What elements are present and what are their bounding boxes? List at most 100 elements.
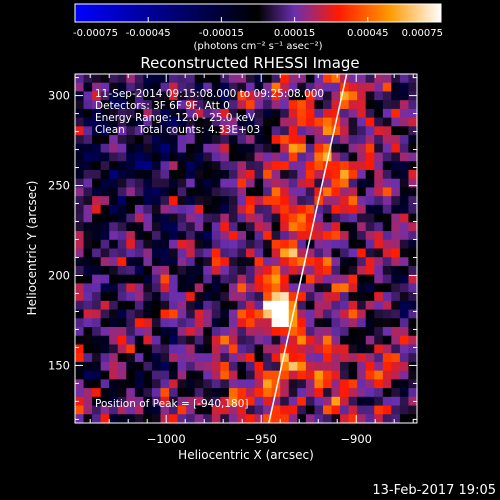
heatmap-cell <box>126 126 136 136</box>
heatmap-cell <box>280 143 290 154</box>
heatmap-cell <box>246 309 256 319</box>
heatmap-cell <box>254 91 264 101</box>
heatmap-cell <box>211 274 221 284</box>
heatmap-cell <box>143 196 153 206</box>
info-counts: Clean Total counts: 4.33E+03 <box>95 124 260 136</box>
heatmap-cell <box>100 222 110 232</box>
heatmap-cell <box>109 239 119 250</box>
heatmap-cell <box>134 327 144 337</box>
heatmap-cell <box>254 143 264 154</box>
heatmap-cell <box>305 292 315 302</box>
heatmap-cell <box>100 309 110 319</box>
heatmap-cell <box>365 231 375 241</box>
heatmap-cell <box>374 126 384 136</box>
heatmap-cell <box>109 344 119 354</box>
heatmap-cell <box>246 414 256 423</box>
heatmap-cell <box>126 239 136 250</box>
heatmap-cell <box>408 213 417 223</box>
heatmap-cell <box>151 327 162 337</box>
heatmap-cell <box>399 178 410 189</box>
heatmap-cell <box>160 196 170 206</box>
heatmap-cell <box>399 292 410 302</box>
heatmap-cell <box>408 283 417 293</box>
heatmap-cell <box>314 161 324 171</box>
heatmap-cell <box>322 300 333 311</box>
heatmap-cell <box>305 204 315 215</box>
heatmap-cell <box>280 91 290 101</box>
heatmap-cell <box>203 274 213 284</box>
heatmap-cell <box>374 405 384 415</box>
heatmap-cell <box>271 318 281 328</box>
heatmap-cell <box>399 169 410 180</box>
heatmap-cell <box>322 292 333 302</box>
heatmap-cell <box>75 405 85 415</box>
heatmap-cell <box>271 265 281 276</box>
heatmap-cell <box>151 187 162 197</box>
heatmap-cell <box>263 265 273 276</box>
heatmap-cell <box>374 248 384 258</box>
y-tick-label: 300 <box>48 89 70 103</box>
heatmap-cell <box>203 222 213 232</box>
heatmap-cell <box>348 74 358 84</box>
heatmap-cell <box>83 327 93 337</box>
heatmap-cell <box>340 143 350 154</box>
heatmap-cell <box>271 74 281 84</box>
heatmap-cell <box>92 161 102 171</box>
heatmap-cell <box>374 108 384 119</box>
heatmap-cell <box>160 248 170 258</box>
heatmap-cell <box>322 274 333 284</box>
heatmap-cell <box>391 91 401 101</box>
heatmap-cell <box>246 370 256 380</box>
heatmap-cell <box>211 135 221 145</box>
heatmap-cell <box>228 414 239 423</box>
heatmap-cell <box>160 388 170 398</box>
heatmap-cell <box>297 196 307 206</box>
heatmap-cell <box>186 100 196 110</box>
heatmap-cell <box>100 161 110 171</box>
heatmap-cell <box>331 274 341 284</box>
heatmap-cell <box>271 161 281 171</box>
heatmap-cell <box>160 318 170 328</box>
heatmap-cell <box>186 327 196 337</box>
heatmap-cell <box>237 213 247 223</box>
heatmap-cell <box>365 405 375 415</box>
heatmap-cell <box>100 196 110 206</box>
heatmap-cell <box>331 213 341 223</box>
heatmap-cell <box>280 152 290 162</box>
heatmap-cell <box>280 100 290 110</box>
heatmap-cell <box>228 161 239 171</box>
heatmap-cell <box>314 169 324 180</box>
heatmap-cell <box>117 274 127 284</box>
heatmap-cell <box>151 257 162 267</box>
heatmap-cell <box>246 213 256 223</box>
heatmap-cell <box>92 283 102 293</box>
heatmap-cell <box>365 353 375 363</box>
heatmap-cell <box>186 379 196 389</box>
heatmap-cell <box>305 361 315 372</box>
heatmap-cell <box>92 300 102 311</box>
heatmap-cell <box>314 248 324 258</box>
colorbar-tick-label: -0.00045 <box>126 28 171 39</box>
heatmap-cell <box>143 344 153 354</box>
heatmap-cell <box>169 370 179 380</box>
heatmap-cell <box>348 353 358 363</box>
heatmap-cell <box>391 135 401 145</box>
heatmap-cell <box>314 396 324 407</box>
heatmap-cell <box>134 178 144 189</box>
heatmap-cell <box>109 265 119 276</box>
heatmap-cell <box>408 361 417 372</box>
heatmap-cell <box>271 414 281 423</box>
heatmap-cell <box>126 388 136 398</box>
heatmap-cell <box>134 117 144 127</box>
heatmap-cell <box>169 196 179 206</box>
heatmap-cell <box>331 335 341 346</box>
heatmap-cell <box>151 396 162 407</box>
heatmap-cell <box>160 187 170 197</box>
heatmap-cell <box>100 126 110 136</box>
heatmap-cell <box>288 300 298 311</box>
heatmap-cell <box>288 74 298 84</box>
heatmap-cell <box>399 82 410 93</box>
heatmap-cell <box>143 265 153 276</box>
heatmap-cell <box>254 108 264 119</box>
heatmap-cell <box>254 327 264 337</box>
